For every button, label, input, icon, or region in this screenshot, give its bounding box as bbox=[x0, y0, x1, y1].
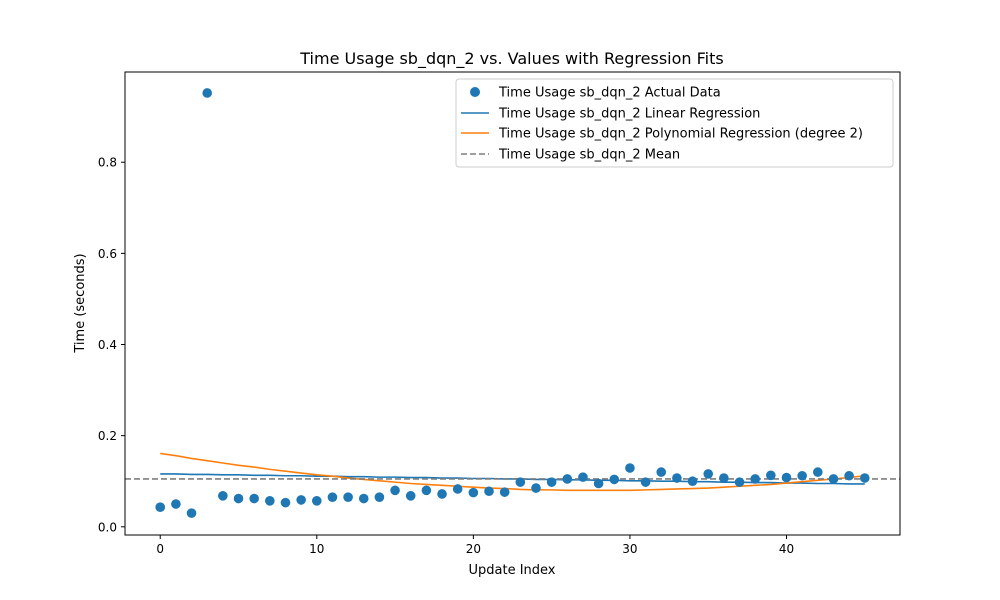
y-tick-label: 0.8 bbox=[98, 156, 117, 170]
data-point bbox=[515, 477, 526, 487]
legend: Time Usage sb_dqn_2 Actual Data Time Usa… bbox=[455, 78, 894, 168]
data-point bbox=[640, 477, 651, 487]
data-point bbox=[813, 467, 823, 477]
x-axis-label: Update Index bbox=[468, 563, 555, 578]
data-point bbox=[343, 492, 353, 502]
data-point bbox=[687, 476, 698, 487]
series-line-2 bbox=[160, 452, 865, 492]
legend-label-linear-regression: Time Usage sb_dqn_2 Linear Regression bbox=[498, 107, 760, 122]
data-point bbox=[531, 483, 541, 493]
y-axis: 0.0 0.2 0.4 0.6 0.8 bbox=[98, 156, 125, 534]
data-point bbox=[484, 486, 494, 497]
x-tick-label: 40 bbox=[779, 542, 794, 556]
data-point bbox=[327, 492, 338, 502]
data-point bbox=[390, 485, 400, 496]
data-point bbox=[249, 493, 259, 504]
data-point bbox=[452, 484, 463, 494]
y-tick-label: 0.2 bbox=[98, 429, 117, 443]
data-point bbox=[202, 88, 212, 98]
x-tick-label: 10 bbox=[309, 542, 324, 556]
data-point bbox=[593, 478, 604, 489]
data-point bbox=[265, 496, 275, 506]
data-point bbox=[578, 472, 588, 482]
data-point bbox=[672, 473, 682, 483]
y-tick-label: 0.0 bbox=[98, 520, 117, 534]
data-point bbox=[358, 493, 369, 504]
legend-marker-actual-data bbox=[470, 87, 480, 97]
data-point bbox=[703, 469, 714, 479]
y-tick-label: 0.4 bbox=[98, 338, 117, 352]
data-point bbox=[750, 474, 760, 484]
x-tick-label: 0 bbox=[156, 542, 164, 556]
y-axis-label: Time (seconds) bbox=[73, 253, 88, 353]
data-point bbox=[562, 474, 573, 484]
data-point bbox=[405, 491, 416, 501]
data-point bbox=[311, 496, 322, 506]
data-point bbox=[499, 487, 510, 497]
x-tick-label: 20 bbox=[466, 542, 481, 556]
data-point bbox=[421, 485, 432, 496]
data-point bbox=[828, 474, 839, 484]
legend-label-actual-data: Time Usage sb_dqn_2 Actual Data bbox=[498, 86, 721, 101]
data-point bbox=[468, 487, 479, 498]
chart-title: Time Usage sb_dqn_2 vs. Values with Regr… bbox=[299, 49, 723, 69]
data-point bbox=[797, 470, 807, 481]
data-point bbox=[609, 474, 620, 485]
x-axis: 0 10 20 30 40 bbox=[156, 535, 794, 556]
data-point bbox=[719, 473, 729, 483]
data-point bbox=[155, 502, 166, 513]
data-point bbox=[781, 472, 792, 483]
data-point bbox=[437, 489, 447, 499]
data-point bbox=[734, 477, 745, 487]
data-point bbox=[374, 492, 385, 502]
data-point bbox=[171, 499, 181, 509]
data-point bbox=[233, 493, 244, 504]
y-tick-label: 0.6 bbox=[98, 247, 117, 261]
data-point bbox=[546, 477, 557, 487]
data-point bbox=[656, 467, 667, 477]
data-point bbox=[625, 463, 635, 473]
data-point bbox=[280, 497, 291, 508]
x-tick-label: 30 bbox=[622, 542, 637, 556]
data-point bbox=[186, 508, 197, 518]
data-point bbox=[859, 473, 870, 483]
data-point bbox=[766, 470, 776, 481]
legend-label-polynomial-regression: Time Usage sb_dqn_2 Polynomial Regressio… bbox=[498, 127, 863, 142]
legend-frame bbox=[455, 78, 894, 168]
data-point bbox=[218, 491, 228, 501]
series-layer bbox=[125, 88, 900, 518]
data-point bbox=[296, 495, 306, 505]
legend-label-mean: Time Usage sb_dqn_2 Mean bbox=[498, 148, 680, 163]
plot-frame bbox=[124, 71, 901, 536]
data-point bbox=[844, 470, 854, 481]
